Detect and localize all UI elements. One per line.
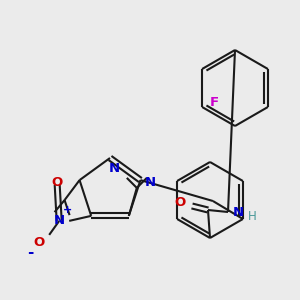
Text: O: O [52, 176, 63, 189]
Text: F: F [209, 97, 219, 110]
Text: O: O [174, 196, 186, 208]
Text: N: N [232, 206, 244, 218]
Text: N: N [145, 176, 156, 189]
Text: N: N [108, 161, 120, 175]
Text: -: - [27, 245, 33, 260]
Text: +: + [63, 205, 72, 215]
Text: N: N [54, 214, 65, 227]
Text: H: H [248, 211, 256, 224]
Text: O: O [34, 236, 45, 249]
